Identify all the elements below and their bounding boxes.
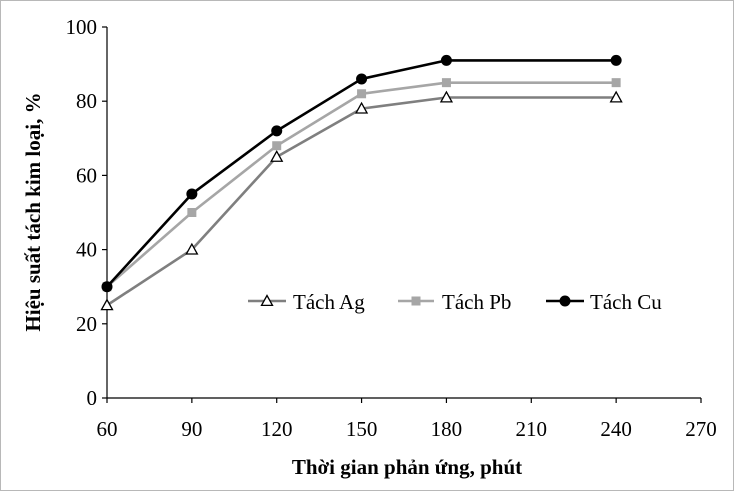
series-line [106, 81, 617, 288]
data-point [357, 89, 367, 99]
series-line [106, 96, 617, 307]
x-tick-label: 60 [97, 417, 118, 441]
legend: Tách Ag Tách Pb Tách Cu [248, 290, 662, 314]
y-axis-title: Hiệu suất tách kim loại, % [21, 92, 45, 331]
x-tick-label: 90 [181, 417, 202, 441]
series-t-ch-cu [101, 54, 622, 293]
y-tick-label: 0 [87, 386, 98, 410]
x-tick-labels: 60 90 120 150 180 210 240 270 [97, 417, 717, 441]
legend-item: Tách Cu [546, 290, 662, 314]
x-tick-label: 150 [346, 417, 378, 441]
legend-item: Tách Pb [398, 290, 511, 314]
data-point [441, 78, 451, 88]
data-point [611, 78, 621, 88]
data-point [101, 281, 113, 293]
data-point [185, 242, 199, 255]
data-point [356, 73, 368, 85]
x-tick-label: 180 [431, 417, 463, 441]
series-t-ch-ag [100, 90, 623, 311]
data-point [187, 208, 197, 217]
tick-marks [102, 26, 702, 403]
series [100, 54, 623, 311]
x-axis-title: Thời gian phản ứng, phút [292, 455, 522, 479]
axes [106, 27, 701, 399]
legend-marker [559, 295, 571, 307]
data-point [440, 54, 452, 66]
data-point [272, 141, 282, 151]
data-point [354, 101, 369, 114]
y-tick-label: 40 [76, 238, 97, 262]
data-point [609, 90, 623, 103]
legend-label: Tách Ag [293, 290, 365, 314]
legend-label: Tách Cu [590, 290, 662, 314]
data-point [439, 90, 454, 103]
x-tick-label: 210 [516, 417, 548, 441]
legend-label: Tách Pb [442, 290, 511, 314]
data-point [186, 188, 198, 200]
y-tick-label: 20 [76, 312, 97, 336]
y-tick-label: 60 [76, 163, 97, 187]
x-tick-label: 120 [261, 417, 293, 441]
legend-marker [411, 296, 421, 306]
series-line [106, 59, 617, 288]
data-point [270, 150, 284, 162]
data-point [271, 125, 283, 137]
y-tick-labels: 0 20 40 60 80 100 [66, 15, 98, 410]
legend-marker [260, 294, 274, 307]
data-point [610, 54, 622, 66]
x-tick-label: 240 [600, 417, 632, 441]
x-tick-label: 270 [685, 417, 717, 441]
data-point [100, 298, 114, 311]
y-tick-label: 80 [76, 89, 97, 113]
y-tick-label: 100 [66, 15, 98, 39]
legend-item: Tách Ag [248, 290, 365, 314]
